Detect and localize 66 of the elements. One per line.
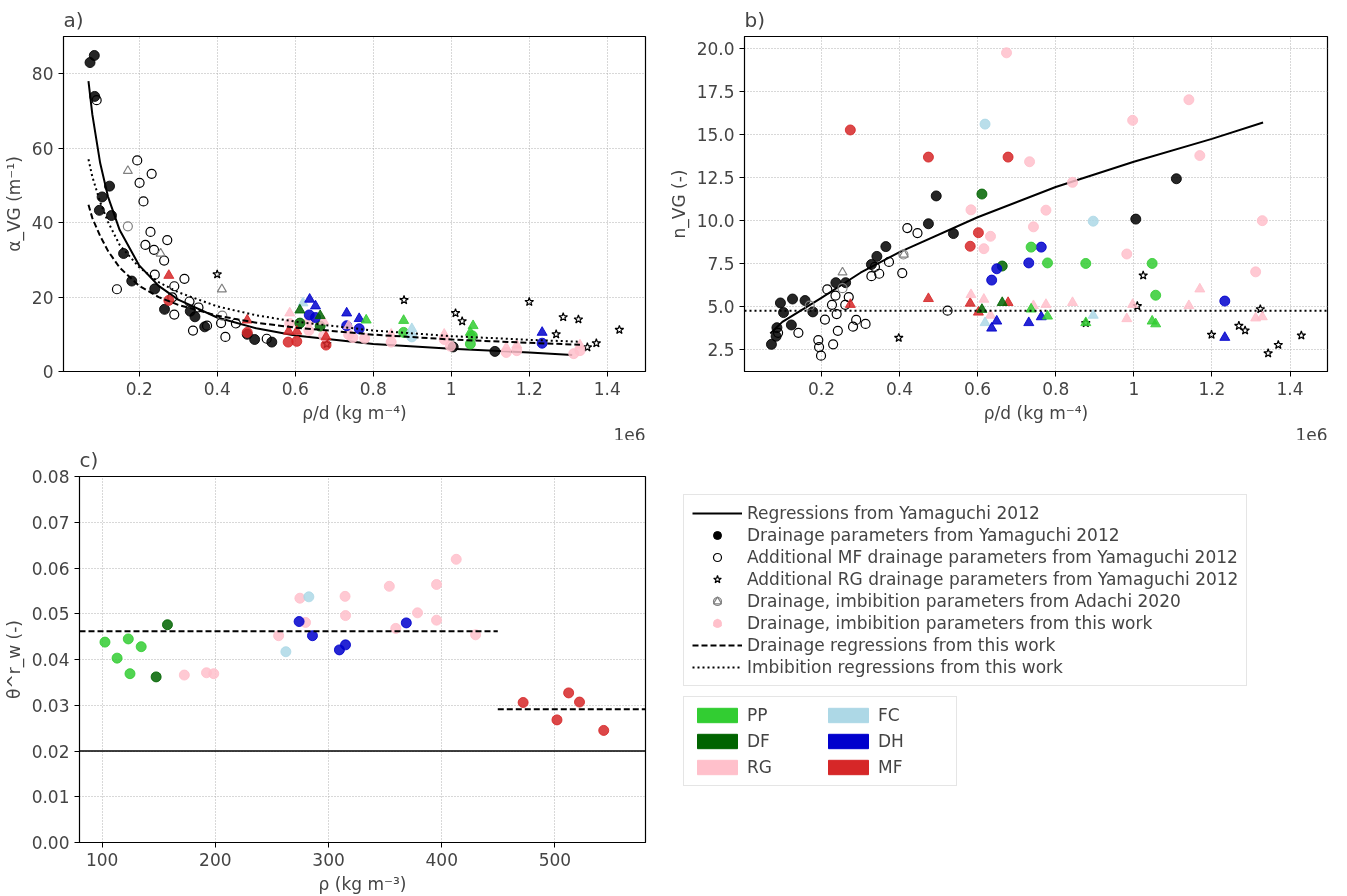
chart-title: a) — [63, 7, 84, 32]
y-tick-label: 0.07 — [31, 512, 70, 533]
text: 1e6 — [1295, 424, 1328, 445]
y-tick-label: 0.03 — [31, 695, 70, 716]
y-axis-title: θ^r_w (-) — [3, 620, 25, 699]
legend-label: Drainage, imbibition parameters from this work — [747, 613, 1153, 633]
category-label: FC — [878, 705, 901, 725]
x-tick-label: 0.4 — [203, 378, 231, 399]
y-tick-label: 20 — [31, 287, 54, 308]
x-axis-title: ρ (kg m⁻³) — [318, 873, 407, 894]
y-tick-label: 0.05 — [31, 604, 70, 625]
x-tick-label: 100 — [85, 849, 119, 870]
y-tick-label: 10.0 — [696, 210, 735, 231]
x-axis-title: ρ/d (kg m⁻⁴) — [302, 402, 407, 423]
x-tick-label: 300 — [312, 849, 345, 870]
text: 1e6 — [613, 424, 646, 445]
x-tick-label: 0.8 — [359, 378, 387, 399]
x-tick-label: 1.2 — [1198, 378, 1226, 399]
y-tick-label: 5.0 — [707, 296, 735, 317]
y-tick-label: 0.08 — [31, 467, 70, 487]
y-tick-label: 0.01 — [31, 787, 70, 808]
y-tick-label: 17.5 — [696, 81, 735, 102]
x-tick-label: 0.6 — [281, 378, 309, 399]
x-tick-label: 1.4 — [1276, 378, 1304, 399]
y-tick-label: 80 — [31, 64, 54, 85]
chart-title: b) — [744, 7, 765, 32]
y-tick-label: 60 — [31, 138, 54, 159]
y-tick-label: 40 — [31, 213, 54, 234]
y-tick-label: 0.00 — [31, 833, 70, 853]
legend-label: Additional RG drainage parameters from Yamaguchi 2012 — [747, 569, 1239, 589]
y-tick-label: 12.5 — [696, 167, 735, 188]
x-tick-label: 0.8 — [1042, 378, 1070, 399]
category-label: DH — [878, 731, 905, 751]
y-tick-label: 0 — [42, 362, 54, 382]
x-tick-label: 1 — [1128, 378, 1140, 399]
x-tick-label: 0.6 — [964, 378, 992, 399]
y-axis-title: n_VG (-) — [668, 169, 690, 239]
y-tick-label: 7.5 — [707, 253, 735, 274]
legend-label: Imbibition regressions from this work — [747, 657, 1063, 677]
x-tick-label: 1.2 — [515, 378, 543, 399]
x-axis-title: ρ/d (kg m⁻⁴) — [983, 402, 1089, 423]
y-tick-label: 0.04 — [31, 650, 70, 670]
legend-label: Additional MF drainage parameters from Yamaguchi 2012 — [747, 547, 1238, 567]
x-tick-label: 500 — [538, 849, 572, 870]
legend-label: Drainage regressions from this work — [747, 635, 1056, 655]
x-tick-label: 0.4 — [886, 378, 914, 399]
category-label: MF — [878, 757, 904, 777]
category-label: PP — [747, 705, 769, 725]
y-tick-label: 20.0 — [696, 39, 735, 60]
x-tick-label: 1.4 — [593, 378, 621, 399]
category-label: RG — [747, 757, 773, 777]
y-tick-label: 2.5 — [707, 339, 735, 360]
y-tick-label: 0.06 — [31, 558, 70, 579]
legend-label: Drainage parameters from Yamaguchi 2012 — [747, 525, 1120, 545]
category-label: DF — [747, 731, 771, 751]
x-tick-label: 400 — [425, 849, 458, 870]
x-tick-label: 1 — [445, 378, 457, 399]
y-tick-label: 15.0 — [696, 124, 735, 145]
y-axis-title: α_VG (m⁻¹) — [3, 156, 25, 252]
legend-label: Regressions from Yamaguchi 2012 — [747, 503, 1040, 523]
y-tick-label: 0.02 — [31, 741, 70, 762]
legend-label: Drainage, imbibition parameters from Adachi 2020 — [747, 591, 1181, 611]
x-tick-label: 0.2 — [807, 378, 835, 399]
chart-title: c) — [79, 447, 99, 472]
x-tick-label: 0.2 — [125, 378, 153, 399]
x-tick-label: 200 — [199, 849, 232, 870]
